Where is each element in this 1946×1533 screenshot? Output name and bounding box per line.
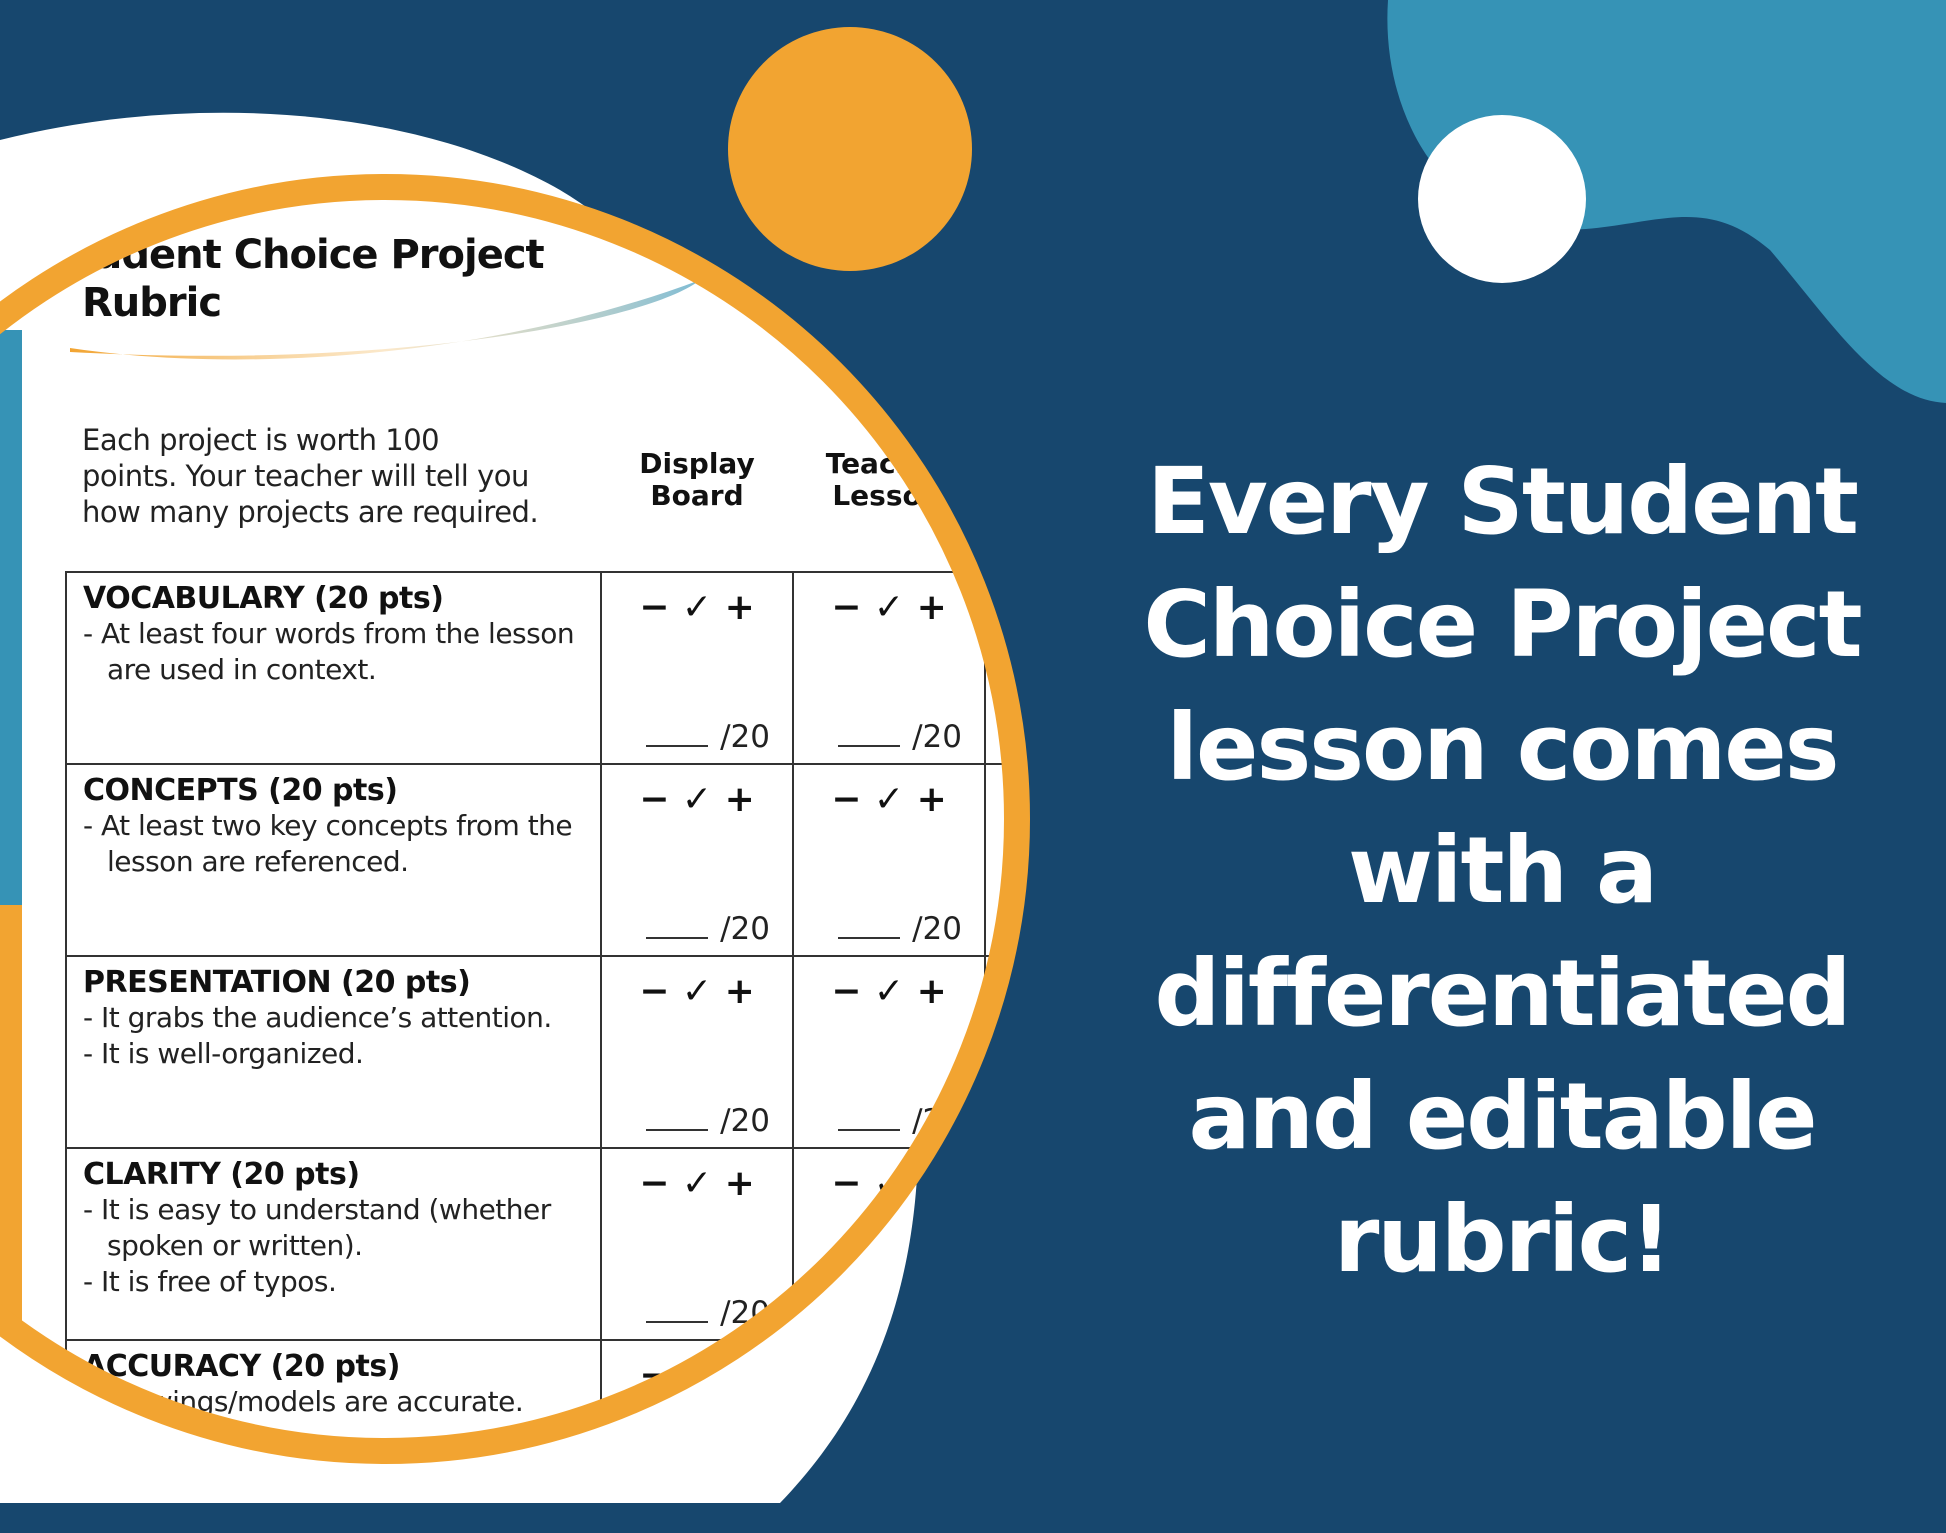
- criterion-bullet: - It is free of typos.: [83, 1265, 337, 1298]
- criterion-header: ACCURACY (20 pts): [83, 1349, 400, 1384]
- col-line: Display: [639, 447, 755, 480]
- criterion-header: PRESENTATION (20 pts): [83, 965, 471, 1000]
- title-swoosh: [70, 280, 700, 360]
- points-label: /20: [912, 719, 962, 755]
- criterion-header: VOCABULARY (20 pts): [83, 581, 444, 616]
- criterion-bullet: - It is easy to understand (whether spok…: [83, 1193, 551, 1262]
- headline: Every Student Choice Project lesson comes w…: [1140, 440, 1864, 1301]
- document-subtitle: Rubric: [82, 280, 222, 326]
- headline-line: and editable: [1188, 1063, 1817, 1170]
- headline-line: Every Student: [1146, 448, 1859, 555]
- criterion-bullet: - At least two key concepts from the les…: [83, 809, 573, 878]
- criterion-bullet: - At least four words from the lesson ar…: [83, 617, 575, 686]
- intro-line: how many projects are required.: [82, 495, 539, 529]
- points-field[interactable]: /20: [646, 1103, 770, 1139]
- criterion-cell: CLARITY (20 pts) - It is easy to understa…: [65, 1147, 602, 1341]
- score-cell[interactable]: − ✓ + /20: [792, 763, 986, 957]
- headline-line: with a: [1347, 817, 1658, 924]
- rubric-row: CONCEPTS (20 pts) - At least two key conc…: [65, 763, 1005, 957]
- criterion-cell: CONCEPTS (20 pts) - At least two key conc…: [65, 763, 602, 957]
- column-header-display-board: Display Board: [607, 448, 787, 512]
- intro-line: Each project is worth 100: [82, 423, 440, 457]
- criterion-header: CLARITY (20 pts): [83, 1157, 360, 1192]
- criterion-cell: PRESENTATION (20 pts) - It grabs the audi…: [65, 955, 602, 1149]
- points-label: /20: [912, 911, 962, 947]
- left-orange-stripe: [0, 905, 22, 1325]
- headline-line: rubric!: [1333, 1186, 1672, 1293]
- score-cell[interactable]: − ✓ + /20: [792, 571, 986, 765]
- score-cell[interactable]: − ✓ + /20: [600, 763, 794, 957]
- rating-marks[interactable]: − ✓ +: [639, 1163, 755, 1204]
- rubric-table: VOCABULARY (20 pts) - At least four words…: [65, 571, 1005, 1439]
- teal-blob: [1387, 0, 1946, 403]
- headline-line: Choice Project: [1143, 571, 1862, 678]
- left-teal-stripe: [0, 330, 22, 910]
- points-field[interactable]: /20: [646, 911, 770, 947]
- white-circle: [1418, 115, 1586, 283]
- intro-line: points. Your teacher will tell you: [82, 459, 529, 493]
- rating-marks[interactable]: − ✓ +: [639, 587, 755, 628]
- rating-marks[interactable]: − ✓ +: [639, 971, 755, 1012]
- criterion-bullet: - It is well-organized.: [83, 1037, 364, 1070]
- score-cell[interactable]: − ✓ + /20: [600, 571, 794, 765]
- points-field[interactable]: /20: [838, 911, 962, 947]
- intro-text: Each project is worth 100 points. Your t…: [82, 422, 539, 530]
- rating-marks[interactable]: − ✓ +: [831, 971, 947, 1012]
- rubric-row: VOCABULARY (20 pts) - At least four words…: [65, 571, 1005, 765]
- criterion-bullet: - It grabs the audience’s attention.: [83, 1001, 552, 1034]
- headline-line: lesson comes: [1166, 694, 1840, 801]
- criterion-cell: VOCABULARY (20 pts) - At least four words…: [65, 571, 602, 765]
- points-label: /20: [720, 719, 770, 755]
- rating-marks[interactable]: − ✓ +: [639, 779, 755, 820]
- orange-circle: [728, 27, 972, 271]
- rating-marks[interactable]: − ✓ +: [831, 779, 947, 820]
- points-label: /20: [720, 911, 770, 947]
- score-cell[interactable]: − ✓ + /20: [600, 955, 794, 1149]
- points-label: /20: [720, 1103, 770, 1139]
- criterion-header: CONCEPTS (20 pts): [83, 773, 398, 808]
- rating-marks[interactable]: − ✓ +: [831, 587, 947, 628]
- col-line: Board: [650, 479, 744, 512]
- headline-line: differentiated: [1154, 940, 1852, 1047]
- points-field[interactable]: /20: [838, 719, 962, 755]
- points-field[interactable]: /20: [646, 719, 770, 755]
